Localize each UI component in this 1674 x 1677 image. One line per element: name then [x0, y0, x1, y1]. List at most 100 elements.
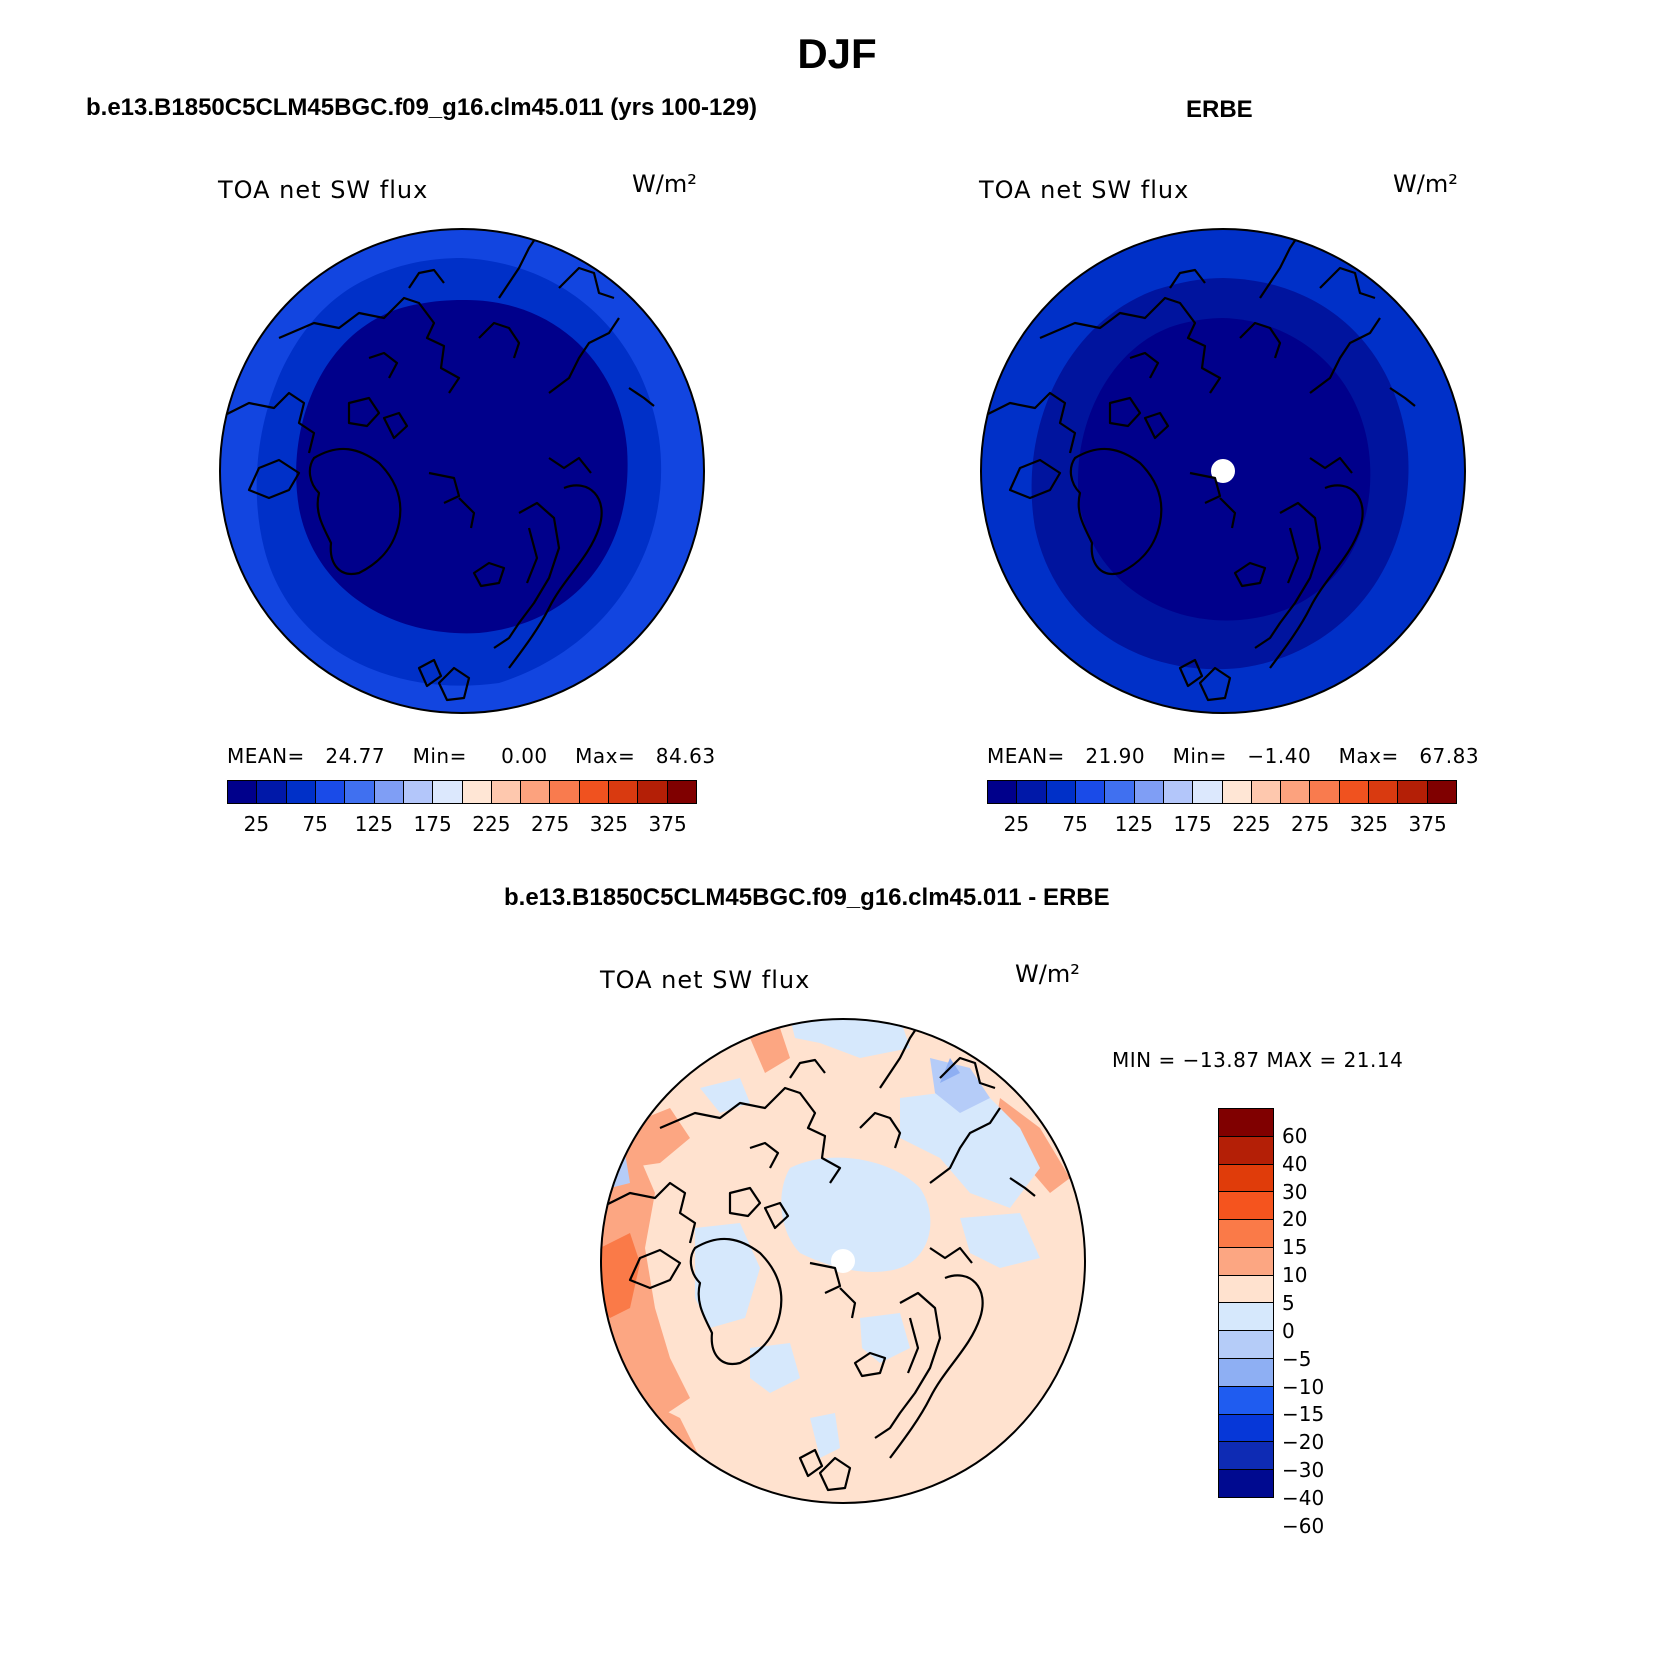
diff-colorbar-tick-label: −10: [1282, 1374, 1325, 1399]
model-colorbar-tick-label: 325: [589, 812, 628, 836]
diff-colorbar-cell: [1219, 1136, 1273, 1165]
diff-colorbar-cell: [1219, 1331, 1273, 1360]
diff-colorbar-cell: [1219, 1247, 1273, 1276]
obs-colorbar-cell: [1339, 781, 1370, 803]
obs-coastlines: [981, 232, 1416, 702]
obs-mean-value: 21.90: [1085, 744, 1146, 768]
diff-cool-patch-south: [750, 1343, 800, 1393]
obs-panel-heading: ERBE: [1186, 96, 1253, 123]
diff-colorbar-cell: [1219, 1192, 1273, 1221]
model-colorbar-cell: [374, 781, 404, 803]
model-colorbar-tick-label: 175: [413, 812, 452, 836]
model-colorbar-cell: [403, 781, 434, 803]
model-colorbar-tick-label: 225: [472, 812, 511, 836]
diff-cool-patch-north: [790, 1019, 910, 1058]
diff-pole-hole: [831, 1249, 855, 1273]
diff-colorbar-tick-label: 5: [1282, 1291, 1295, 1315]
obs-colorbar-tick-label: 375: [1408, 812, 1447, 836]
model-inner-band: [296, 299, 628, 634]
diff-cool-patch-south3: [860, 1313, 910, 1363]
diff-variable-label: TOA net SW flux: [600, 966, 811, 994]
diff-colorbar-cell: [1219, 1414, 1273, 1443]
obs-colorbar-cell: [1427, 781, 1456, 803]
model-colorbar-tick-label: 25: [243, 812, 270, 836]
obs-colorbar-cell: [1193, 781, 1223, 803]
obs-colorbar-tick-label: 275: [1291, 812, 1330, 836]
model-min-value: 0.00: [501, 744, 548, 768]
obs-colorbar-cell: [1310, 781, 1340, 803]
diff-colorbar-tick-label: −60: [1282, 1513, 1325, 1538]
model-units-label: W/m²: [632, 170, 697, 198]
diff-colorbar: [1218, 1108, 1274, 1498]
diff-colorbar-tick-label: −15: [1282, 1402, 1325, 1427]
obs-colorbar-cell: [1017, 781, 1047, 803]
model-colorbar-tick-label: 375: [648, 812, 687, 836]
obs-colorbar-tick-label: 125: [1114, 812, 1153, 836]
obs-units-label: W/m²: [1393, 170, 1458, 198]
diff-colorbar-tick-label: 15: [1282, 1235, 1308, 1260]
obs-colorbar-tick-label: 175: [1173, 812, 1212, 836]
obs-colorbar-cell: [1281, 781, 1311, 803]
diff-units-label: W/m²: [1015, 960, 1080, 988]
obs-variable-label: TOA net SW flux: [979, 176, 1190, 204]
model-colorbar-cell: [286, 781, 316, 803]
diff-cool-patch-south2: [810, 1413, 840, 1458]
diff-colorbar-tick-label: 40: [1282, 1151, 1308, 1176]
obs-colorbar-cell: [1105, 781, 1135, 803]
diff-colorbar-tick-label: −5: [1282, 1346, 1312, 1371]
obs-colorbar-tick-label: 75: [1062, 812, 1088, 836]
model-colorbar-cell: [315, 781, 346, 803]
model-colorbar-cell: [667, 781, 696, 803]
model-polar-map: [219, 228, 705, 714]
diff-colorbar-cell: [1219, 1386, 1273, 1415]
obs-colorbar-tick-label: 325: [1349, 812, 1388, 836]
obs-colorbar-ticks: 25 75 125 175 225 275 325 375: [987, 812, 1457, 838]
diff-warm-patch-n: [750, 1028, 790, 1073]
model-panel-heading: b.e13.B1850C5CLM45BGC.f09_g16.clm45.011 …: [86, 94, 758, 121]
diff-colorbar-ticks: 60 40 30 20 15 10 5 0 −5 −10 −15 −20 −30 −40 −60: [1282, 1108, 1342, 1538]
obs-colorbar-cell: [1046, 781, 1076, 803]
model-colorbar-cell: [491, 781, 522, 803]
diff-colorbar-tick-label: −20: [1282, 1430, 1325, 1455]
diff-cool-patch-west: [695, 1223, 760, 1328]
diff-colorbar-cell: [1219, 1303, 1273, 1332]
model-coastlines: [220, 232, 655, 702]
diff-warm-patch-west: [601, 1158, 690, 1418]
obs-colorbar-cell: [1251, 781, 1282, 803]
obs-colorbar-cell: [1398, 781, 1428, 803]
model-colorbar-cell: [521, 781, 551, 803]
obs-mean-label: MEAN=: [987, 744, 1065, 768]
diff-colorbar-cell: [1219, 1275, 1273, 1304]
model-min-label: Min=: [412, 744, 467, 768]
obs-polar-map: [980, 228, 1466, 714]
diff-colorbar-cell: [1219, 1109, 1273, 1137]
model-stats: MEAN= 24.77 Min= 0.00 Max= 84.63: [227, 744, 716, 768]
model-colorbar-tick-label: 75: [302, 812, 328, 836]
obs-max-value: 67.83: [1419, 744, 1480, 768]
diff-colorbar-cell: [1219, 1359, 1273, 1387]
obs-colorbar-tick-label: 225: [1232, 812, 1271, 836]
diff-colorbar-cell: [1219, 1442, 1273, 1471]
model-max-label: Max=: [575, 744, 636, 768]
model-colorbar-cell: [579, 781, 610, 803]
model-mean-label: MEAN=: [227, 744, 305, 768]
model-colorbar-cell: [638, 781, 668, 803]
obs-max-label: Max=: [1338, 744, 1399, 768]
obs-colorbar-cell: [1134, 781, 1164, 803]
diff-colorbar-tick-label: 10: [1282, 1263, 1308, 1288]
diff-colorbar-cell: [1219, 1220, 1273, 1248]
diff-colorbar-tick-label: 20: [1282, 1207, 1308, 1232]
figure-title: DJF: [797, 30, 877, 77]
diff-cool-patch-ne2: [940, 1058, 960, 1083]
diff-cool-patch-center: [781, 1157, 931, 1273]
model-max-value: 84.63: [655, 744, 716, 768]
obs-min-value: −1.40: [1247, 744, 1312, 768]
obs-colorbar-cell: [1163, 781, 1194, 803]
model-colorbar: [227, 780, 697, 804]
diff-colorbar-tick-label: 60: [1282, 1123, 1308, 1148]
model-colorbar-tick-label: 125: [354, 812, 393, 836]
obs-min-label: Min=: [1172, 744, 1227, 768]
model-colorbar-cell: [462, 781, 492, 803]
obs-colorbar-tick-label: 25: [1003, 812, 1030, 836]
obs-colorbar-cell: [1075, 781, 1106, 803]
